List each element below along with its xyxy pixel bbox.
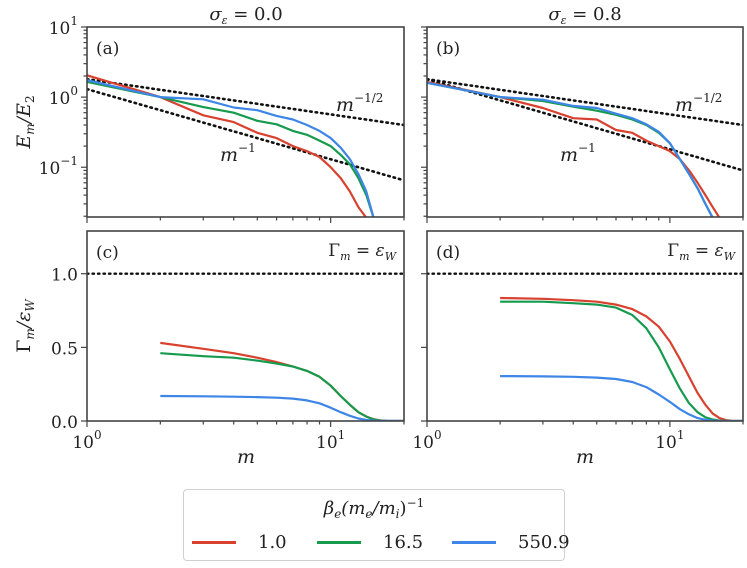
axes-frame <box>86 230 405 422</box>
title-panel-b: σε = 0.8 <box>548 4 621 27</box>
panel-b: (b) m−1/2 m−1 <box>421 26 744 223</box>
panel-label-c: (c) <box>96 243 119 263</box>
xlabel-d: m <box>576 446 594 468</box>
panel-d: 100 101 (d) Γm = εW <box>412 230 744 453</box>
legend-swatch-blue <box>452 540 496 544</box>
legend-item-550-9: 550.9 <box>452 530 570 554</box>
panel-a: 101 100 10−1 (a) m−1/2 m−1 <box>39 14 405 223</box>
x-tick-label: 101 <box>316 428 345 453</box>
legend-item-1-0: 1.0 <box>192 530 287 554</box>
series-line-550-9 <box>500 375 743 421</box>
series-line-16-5 <box>87 80 375 217</box>
xlabel-c: m <box>237 446 255 468</box>
legend-label: 16.5 <box>383 531 424 553</box>
y-tick-label: 1.0 <box>51 266 78 286</box>
panel-label-d: (d) <box>436 243 460 263</box>
figure: σε = 0.0 σε = 0.8 Em/E2 Γm/εW m m 101100… <box>13 4 744 468</box>
x-tick-label: 100 <box>412 428 441 453</box>
ylabel-energy: Em/E2 <box>13 95 37 149</box>
reference-line-m-1-2 <box>87 77 404 127</box>
y-tick-label: 0.5 <box>51 339 78 359</box>
legend-swatch-green <box>317 540 361 544</box>
series-line-1-0 <box>87 74 368 217</box>
legend-label: 1.0 <box>258 531 287 553</box>
annotation-m-minus-one: m−1 <box>220 141 256 166</box>
panel-c: 100 101 0.0 0.5 1.0 (c) Γm = εW <box>51 230 405 453</box>
y-tick-label: 101 <box>49 14 78 39</box>
axes-frame <box>426 26 744 218</box>
y-tick-label: 10−1 <box>39 154 78 179</box>
legend-item-16-5: 16.5 <box>317 530 423 554</box>
annotation-m-minus-half: m−1/2 <box>675 91 722 116</box>
legend: βe(me/mi)−1 1.0 16.5 550.9 <box>183 489 570 561</box>
reference-line-m-1 <box>427 77 743 172</box>
x-tick-label: 100 <box>72 428 101 453</box>
panel-label-b: (b) <box>436 39 460 59</box>
title-panel-a: σε = 0.0 <box>209 4 282 27</box>
reference-line-m-1-2 <box>427 77 743 127</box>
annotation-gamma-eq-eps: Γm = εW <box>328 241 397 263</box>
series-line-550-9 <box>87 79 375 217</box>
axes-frame <box>426 230 744 422</box>
series-line-1-0 <box>500 296 743 421</box>
series-line-1-0 <box>427 80 721 217</box>
series-line-16-5 <box>500 300 743 421</box>
annotation-m-minus-one: m−1 <box>560 141 596 166</box>
y-tick-label: 0.0 <box>51 413 78 433</box>
legend-swatch-red <box>192 540 236 544</box>
x-tick-label: 101 <box>655 428 684 453</box>
y-tick-label: 100 <box>49 84 78 109</box>
legend-title: βe(me/mi)−1 <box>323 496 425 521</box>
ylabel-gamma: Γm/εW <box>13 298 37 353</box>
legend-label: 550.9 <box>518 531 570 553</box>
series-line-550-9 <box>427 81 714 217</box>
annotation-m-minus-half: m−1/2 <box>336 91 383 116</box>
panel-label-a: (a) <box>96 39 119 59</box>
axes-frame <box>86 26 405 218</box>
annotation-gamma-eq-eps: Γm = εW <box>667 241 736 263</box>
series-line-1-0 <box>160 341 404 421</box>
